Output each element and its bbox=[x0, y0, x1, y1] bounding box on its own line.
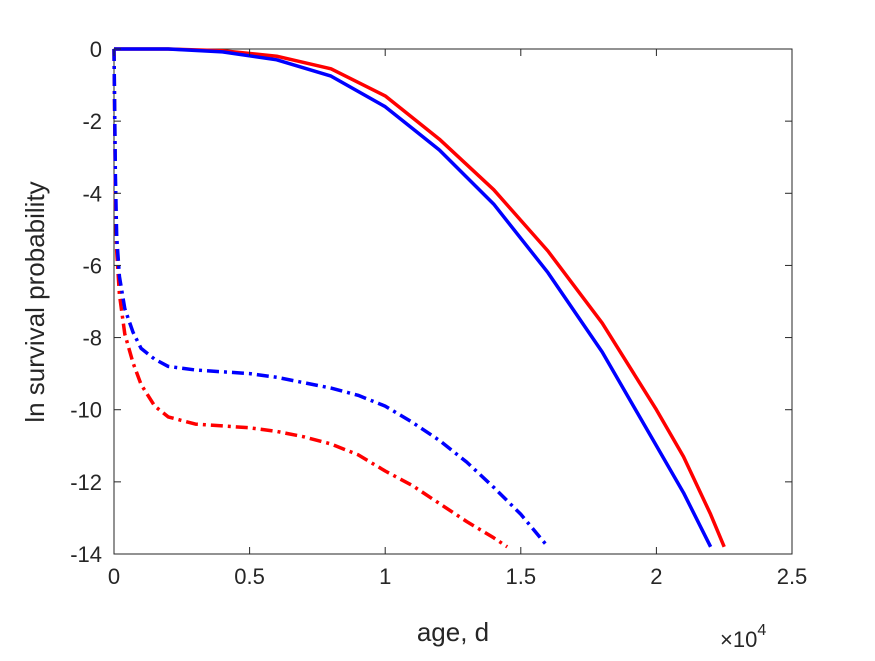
x-tick-label: 1.5 bbox=[506, 564, 537, 589]
x-exponent-label: ×104 bbox=[720, 622, 766, 652]
tick-layer bbox=[113, 48, 793, 555]
y-tick-label: -2 bbox=[82, 109, 102, 134]
y-axis-label: ln survival probability bbox=[20, 181, 50, 422]
y-tick-label: -14 bbox=[70, 542, 102, 567]
x-exponent-base: ×10 bbox=[720, 627, 757, 652]
series-line-2 bbox=[114, 47, 713, 548]
x-tick-label: 0 bbox=[108, 564, 120, 589]
y-tick-label: 0 bbox=[90, 37, 102, 62]
series-line-3 bbox=[112, 48, 509, 549]
x-tick-label: 0.5 bbox=[234, 564, 265, 589]
y-tick-label: -6 bbox=[82, 253, 102, 278]
series-line-4 bbox=[112, 48, 550, 548]
y-tick-label: -10 bbox=[70, 398, 102, 423]
plot-area bbox=[113, 48, 793, 555]
x-axis-label: age, d bbox=[417, 617, 489, 647]
y-tick-label: -8 bbox=[82, 326, 102, 351]
x-tick-label: 1 bbox=[379, 564, 391, 589]
x-tick-label: 2.5 bbox=[777, 564, 808, 589]
series-layer bbox=[112, 47, 726, 549]
y-tick-label: -4 bbox=[82, 181, 102, 206]
y-tick-label: -12 bbox=[70, 470, 102, 495]
x-tick-label: 2 bbox=[650, 564, 662, 589]
x-exponent-power: 4 bbox=[757, 622, 766, 639]
label-layer: 0 0.5 1 1.5 2 2.5 0 -2 -4 -6 -8 -10 -12 -14 bbox=[70, 37, 807, 589]
